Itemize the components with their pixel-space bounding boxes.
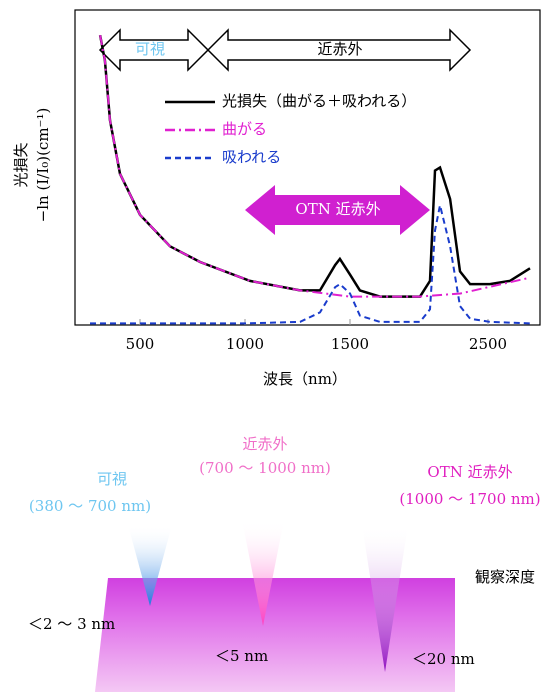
band-range: (380 ～ 700 nm) [29,497,151,515]
legend-label: 光損失（曲がる＋吸われる） [222,92,416,110]
band-label: OTN 近赤外 [427,463,512,481]
y-axis-label: −ln (I/I₀)(cm⁻¹) [34,108,52,223]
x-tick-label: 1500 [331,335,369,353]
series-line [100,35,529,296]
annotation: OTN 近赤外 [295,200,380,218]
depth-label: ＜5 nm [215,647,268,665]
depth-label: ＜20 nm [412,650,475,668]
band-label: 可視 [97,470,127,488]
depth-title: 観察深度 [475,568,535,586]
series-line [100,35,530,296]
x-axis-label: 波長（nm） [263,370,347,388]
band-range: (1000 ～ 1700 nm) [399,490,540,508]
depth-label: ＜2 ～ 3 nm [28,615,115,633]
x-tick-label: 1000 [226,335,264,353]
legend-label: 曲がる [222,120,267,138]
annotation: 可視 [135,40,165,58]
band-label: 近赤外 [242,435,287,453]
annotation: 近赤外 [317,40,362,58]
y-axis-label: 光損失 [12,142,30,187]
x-tick-label: 2500 [469,335,507,353]
band-range: (700 ～ 1000 nm) [199,459,331,477]
x-tick-label: 500 [126,335,155,353]
legend-label: 吸われる [222,148,281,166]
page: 可視 近赤外 OTN 近赤外 波長（nm） 光損失 −ln (I/I₀)(cm⁻… [0,0,555,695]
